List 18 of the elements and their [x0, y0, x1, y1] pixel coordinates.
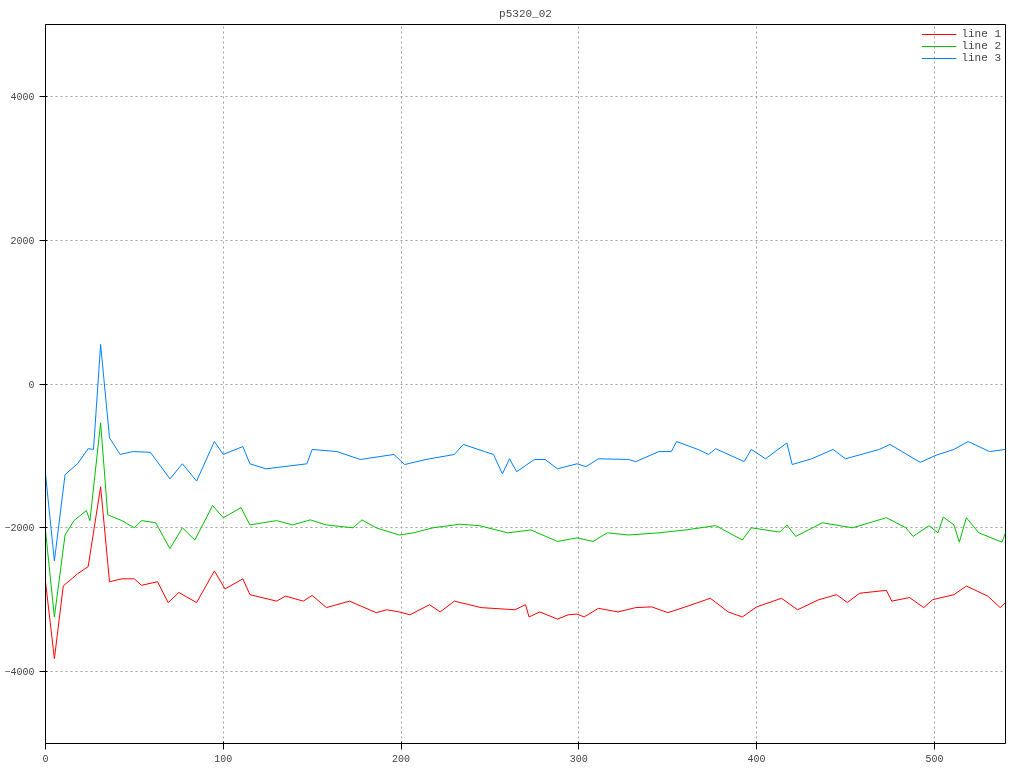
legend-label: line 2 [961, 40, 1001, 52]
x-tick-label: 100 [214, 753, 233, 765]
x-tick-label: 500 [925, 753, 944, 765]
x-tick-label: 300 [569, 753, 588, 765]
y-tick-label: −4000 [4, 667, 35, 679]
y-tick-label: 0 [28, 379, 35, 391]
legend-label: line 1 [961, 28, 1001, 40]
line-series [45, 422, 1006, 618]
line-series [45, 343, 1006, 562]
legend-label: line 3 [961, 52, 1001, 64]
y-tick-label: −2000 [4, 523, 35, 535]
y-tick-label: 4000 [10, 91, 35, 103]
line-series [45, 486, 1006, 660]
x-tick-label: 0 [42, 753, 49, 765]
y-tick-label: 2000 [10, 235, 35, 247]
x-tick-label: 200 [392, 753, 411, 765]
x-tick-label: 400 [747, 753, 766, 765]
chart-title: p5320_02 [499, 7, 552, 20]
